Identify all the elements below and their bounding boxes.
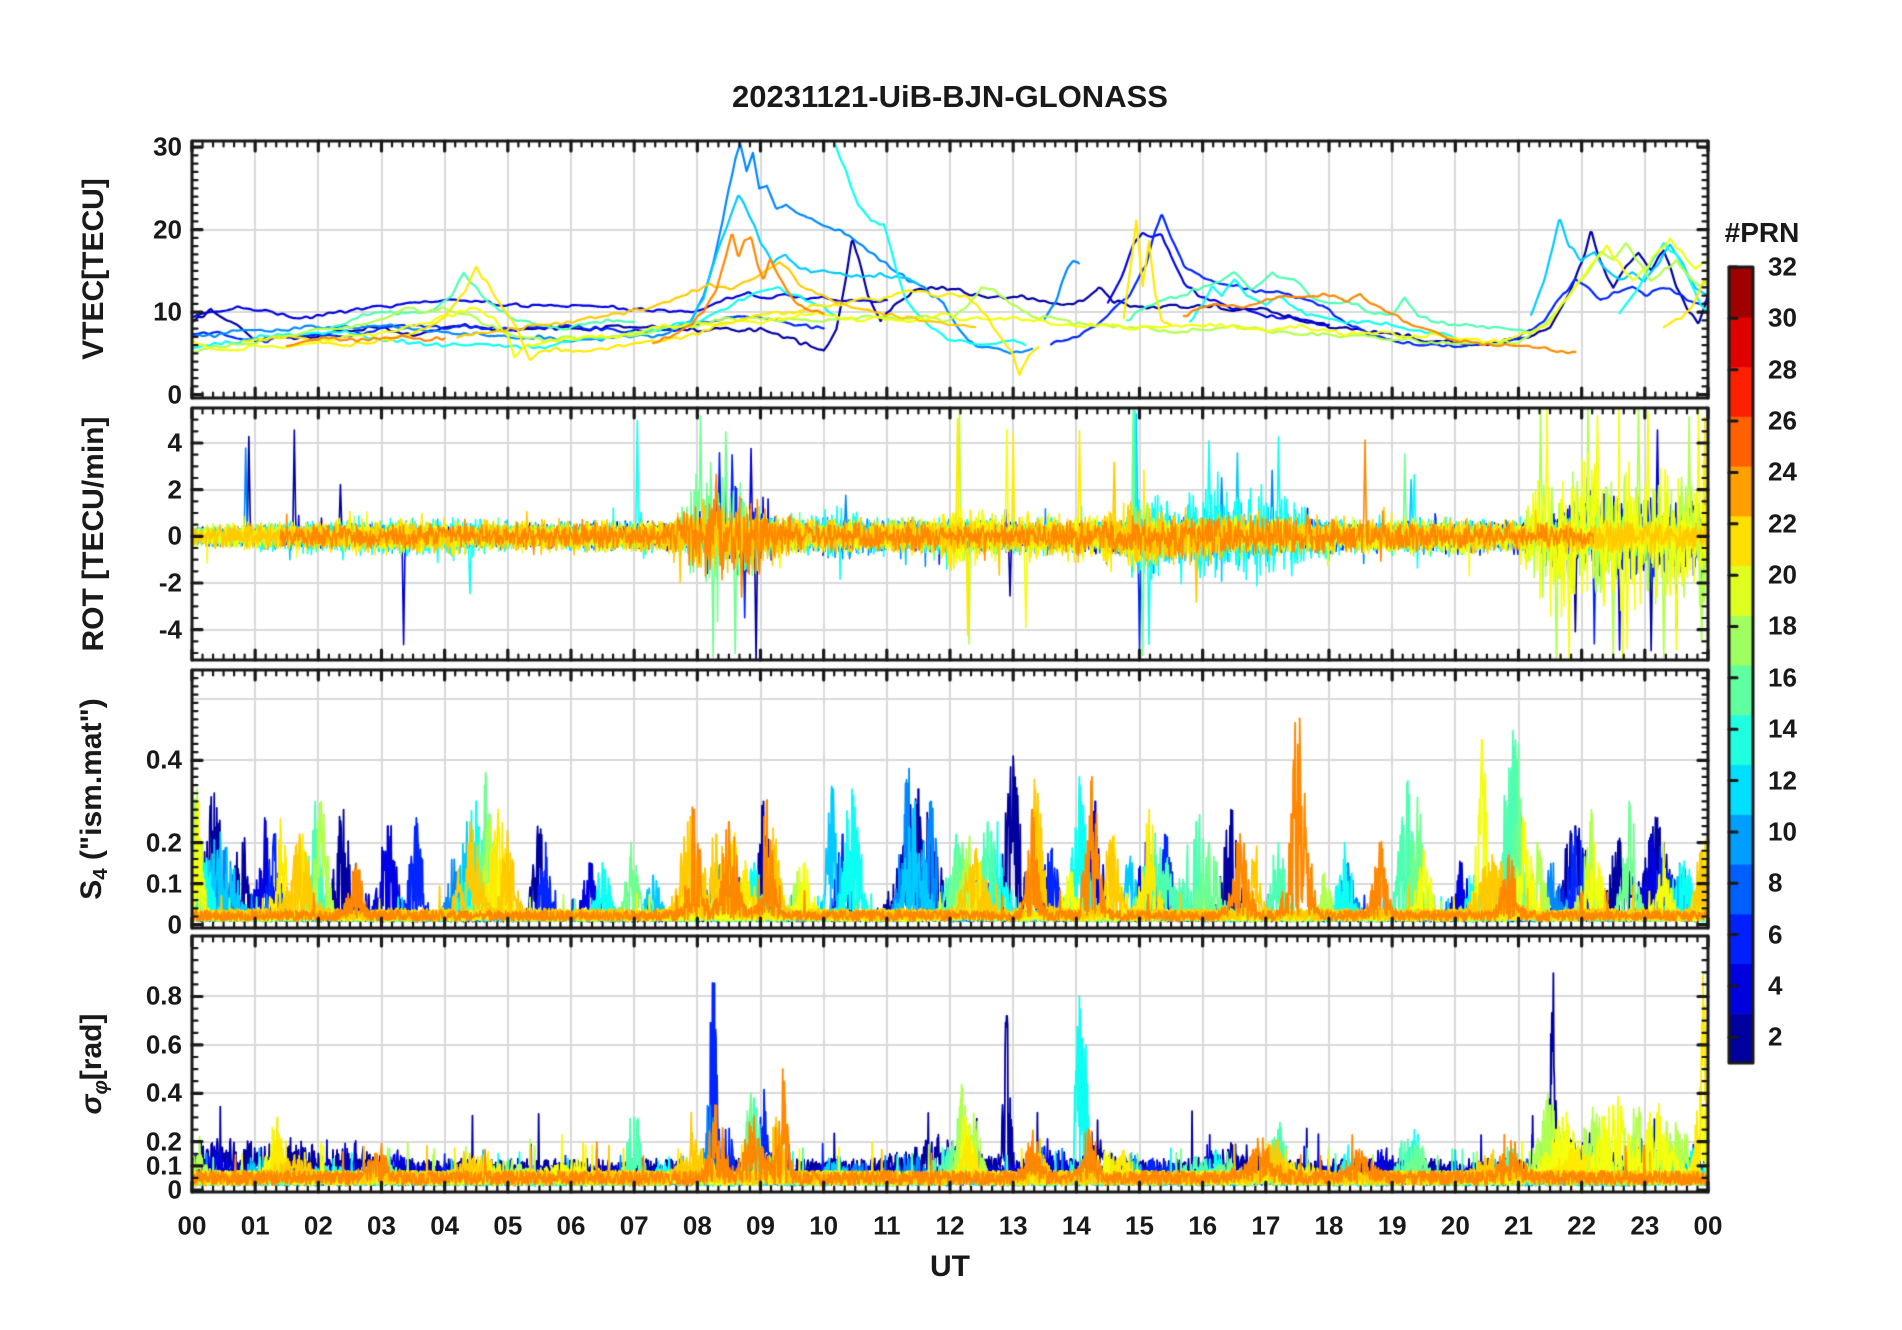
colorbar-tick-label: 2	[1768, 1021, 1783, 1052]
x-tick-label: 10	[809, 1210, 839, 1241]
x-tick-label: 16	[1188, 1210, 1218, 1241]
x-axis-label: UT	[930, 1250, 970, 1283]
colorbar-tick-label: 8	[1768, 867, 1783, 898]
colorbar-tick-label: 24	[1768, 456, 1797, 487]
x-tick-label: 22	[1567, 1210, 1597, 1241]
colorbar-tick-label: 22	[1768, 508, 1797, 539]
colorbar-tick-label: 18	[1768, 610, 1797, 641]
y-axis-label-vtec: VTEC[TECU]	[77, 178, 110, 360]
x-tick-label: 23	[1630, 1210, 1660, 1241]
colorbar-tick-label: 4	[1768, 970, 1783, 1001]
y-tick-label: 0.1	[145, 1150, 182, 1181]
colorbar-tick-label: 20	[1768, 559, 1797, 590]
y-tick-label: 0	[167, 909, 182, 940]
x-tick-label: 11	[873, 1210, 901, 1241]
colorbar-tick-label: 28	[1768, 354, 1797, 385]
colorbar-tick-label: 6	[1768, 919, 1783, 950]
chart-title: 20231121-UiB-BJN-GLONASS	[732, 79, 1168, 114]
x-tick-label: 03	[367, 1210, 396, 1241]
colorbar-tick-label: 14	[1768, 713, 1797, 744]
y-tick-label: -2	[158, 567, 182, 598]
x-tick-label: 19	[1377, 1210, 1407, 1241]
x-tick-label: 02	[303, 1210, 333, 1241]
y-tick-label: 20	[153, 214, 182, 245]
y-tick-label: -4	[158, 614, 182, 645]
y-tick-label: 0.6	[145, 1029, 182, 1060]
colorbar-tick-label: 26	[1768, 405, 1797, 436]
x-tick-label: 14	[1061, 1210, 1091, 1241]
x-tick-label: 21	[1504, 1210, 1533, 1241]
x-tick-label: 00	[177, 1210, 207, 1241]
x-tick-label: 12	[935, 1210, 965, 1241]
colorbar-tick-label: 32	[1768, 251, 1797, 282]
x-tick-label: 09	[746, 1210, 775, 1241]
x-tick-label: 13	[998, 1210, 1028, 1241]
x-tick-label: 07	[619, 1210, 649, 1241]
x-tick-label: 08	[682, 1210, 712, 1241]
y-tick-label: 0.1	[145, 868, 182, 899]
x-tick-label: 06	[556, 1210, 586, 1241]
y-tick-label: 0.2	[145, 827, 182, 858]
x-tick-label: 01	[240, 1210, 270, 1241]
colorbar-tick-label: 12	[1768, 765, 1797, 796]
y-tick-label: 0	[167, 379, 182, 410]
colorbar-tick-label: 10	[1768, 816, 1797, 847]
x-tick-label: 18	[1314, 1210, 1344, 1241]
y-tick-label: 4	[167, 427, 182, 458]
x-tick-label: 05	[493, 1210, 523, 1241]
x-tick-label: 17	[1251, 1210, 1281, 1241]
colorbar-tick-label: 16	[1768, 662, 1797, 693]
colorbar-tick-label: 30	[1768, 302, 1797, 333]
y-tick-label: 0.8	[145, 980, 182, 1011]
colorbar-label: #PRN	[1724, 217, 1800, 248]
x-tick-label: 00	[1693, 1210, 1723, 1241]
y-tick-label: 0	[167, 1174, 182, 1205]
y-tick-label: 0.4	[145, 744, 182, 775]
y-tick-label: 10	[153, 296, 182, 327]
x-tick-label: 20	[1440, 1210, 1470, 1241]
x-tick-label: 15	[1125, 1210, 1154, 1241]
y-tick-label: 0.4	[145, 1077, 182, 1108]
y-tick-label: 0.2	[145, 1126, 182, 1157]
y-tick-label: 30	[153, 131, 182, 162]
y-tick-label: 0	[167, 520, 182, 551]
y-tick-label: 2	[167, 474, 182, 505]
x-tick-label: 04	[430, 1210, 460, 1241]
